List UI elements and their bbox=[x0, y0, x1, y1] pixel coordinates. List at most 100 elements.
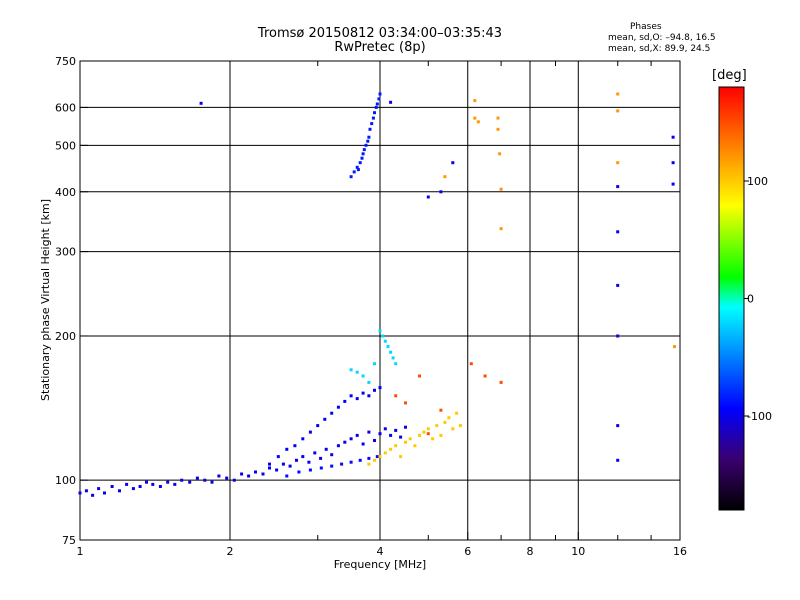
x-tick-label: 10 bbox=[571, 545, 585, 558]
data-point bbox=[383, 427, 387, 431]
data-point bbox=[404, 425, 407, 429]
colorbar-ticks: 100 0 -100 bbox=[744, 175, 772, 423]
data-point bbox=[373, 362, 376, 366]
data-point bbox=[476, 120, 480, 124]
y-tick-label: 75 bbox=[62, 534, 76, 547]
data-point bbox=[297, 470, 301, 474]
data-point bbox=[118, 489, 121, 493]
data-point bbox=[301, 455, 305, 459]
data-point bbox=[330, 453, 334, 457]
data-point bbox=[336, 444, 340, 448]
data-point bbox=[378, 329, 382, 333]
data-point bbox=[151, 482, 155, 486]
data-point bbox=[455, 411, 459, 415]
data-point bbox=[378, 432, 382, 436]
data-point bbox=[355, 370, 359, 374]
data-point bbox=[373, 111, 376, 115]
data-point bbox=[158, 485, 162, 488]
data-point bbox=[225, 476, 229, 480]
data-point bbox=[451, 427, 455, 431]
x-tick-label: 8 bbox=[527, 545, 534, 558]
data-point bbox=[473, 99, 477, 103]
data-point bbox=[275, 468, 279, 472]
data-point bbox=[78, 491, 82, 495]
y-tick-label: 750 bbox=[55, 55, 76, 68]
data-point bbox=[355, 397, 359, 401]
data-point bbox=[316, 424, 320, 428]
data-point bbox=[180, 478, 184, 482]
chart-title: Tromsø 20150812 03:34:00–03:35:43 bbox=[257, 26, 503, 41]
x-tick-label: 6 bbox=[464, 545, 471, 558]
data-point bbox=[399, 455, 403, 459]
data-point bbox=[616, 424, 620, 428]
data-point bbox=[418, 374, 421, 378]
data-point bbox=[616, 161, 620, 165]
data-point bbox=[268, 462, 271, 466]
data-point bbox=[340, 462, 344, 466]
data-point bbox=[370, 122, 374, 126]
data-point bbox=[439, 408, 443, 412]
data-point bbox=[360, 156, 364, 160]
data-point bbox=[367, 380, 371, 384]
data-point bbox=[373, 439, 376, 442]
data-point bbox=[349, 394, 353, 398]
colorbar-unit: [deg] bbox=[712, 68, 747, 83]
data-point bbox=[293, 444, 297, 448]
data-point bbox=[367, 462, 371, 466]
data-point bbox=[616, 283, 620, 287]
data-point bbox=[268, 466, 271, 470]
data-point bbox=[285, 474, 289, 478]
data-point bbox=[367, 394, 371, 398]
colorbar bbox=[718, 86, 745, 511]
data-point bbox=[307, 460, 311, 464]
colorbar-tick-label: -100 bbox=[747, 410, 772, 423]
colorbar-tick-label: 100 bbox=[747, 175, 768, 188]
data-point bbox=[366, 139, 370, 143]
data-point bbox=[422, 430, 426, 434]
data-point bbox=[473, 116, 477, 120]
data-point bbox=[362, 148, 366, 152]
data-point bbox=[375, 455, 379, 459]
data-point bbox=[308, 468, 312, 472]
data-point bbox=[91, 493, 95, 497]
data-point bbox=[276, 455, 280, 459]
data-point bbox=[173, 482, 177, 486]
data-point bbox=[389, 433, 393, 437]
data-point bbox=[616, 230, 620, 234]
data-point bbox=[308, 430, 312, 434]
data-point bbox=[496, 116, 500, 120]
data-point bbox=[281, 462, 285, 466]
x-tick-label: 4 bbox=[377, 545, 384, 558]
data-point bbox=[394, 362, 398, 366]
data-point bbox=[349, 175, 353, 179]
y-tick-label: 300 bbox=[55, 246, 76, 259]
colorbar-tick-label: 0 bbox=[747, 293, 754, 306]
phase-stats-title: Phases bbox=[630, 22, 662, 32]
data-point bbox=[295, 458, 298, 462]
data-point bbox=[166, 480, 170, 484]
data-point bbox=[285, 447, 289, 451]
phase-stats-o: mean, sd,O: –94.8, 16.5 bbox=[608, 33, 716, 43]
tick-labels: 1 2 4 6 8 10 16 75 100 200 300 400 500 600 750 bbox=[55, 55, 687, 558]
data-point bbox=[373, 388, 376, 392]
data-point bbox=[367, 430, 371, 434]
data-point bbox=[247, 474, 251, 478]
data-point bbox=[671, 135, 675, 139]
y-tick-label: 200 bbox=[55, 330, 76, 343]
data-point bbox=[343, 399, 347, 403]
data-point bbox=[195, 476, 199, 480]
data-point bbox=[131, 487, 135, 491]
data-point bbox=[97, 487, 101, 491]
data-point bbox=[367, 135, 371, 139]
phase-stats-x: mean, sd,X: 89.9, 24.5 bbox=[608, 44, 711, 54]
data-point bbox=[301, 437, 305, 441]
data-point bbox=[616, 458, 620, 462]
data-point bbox=[443, 175, 447, 179]
data-point bbox=[671, 161, 675, 165]
data-point bbox=[408, 437, 412, 441]
data-point bbox=[261, 472, 265, 476]
data-point bbox=[313, 451, 317, 455]
data-point bbox=[499, 380, 503, 384]
data-point bbox=[364, 143, 368, 147]
